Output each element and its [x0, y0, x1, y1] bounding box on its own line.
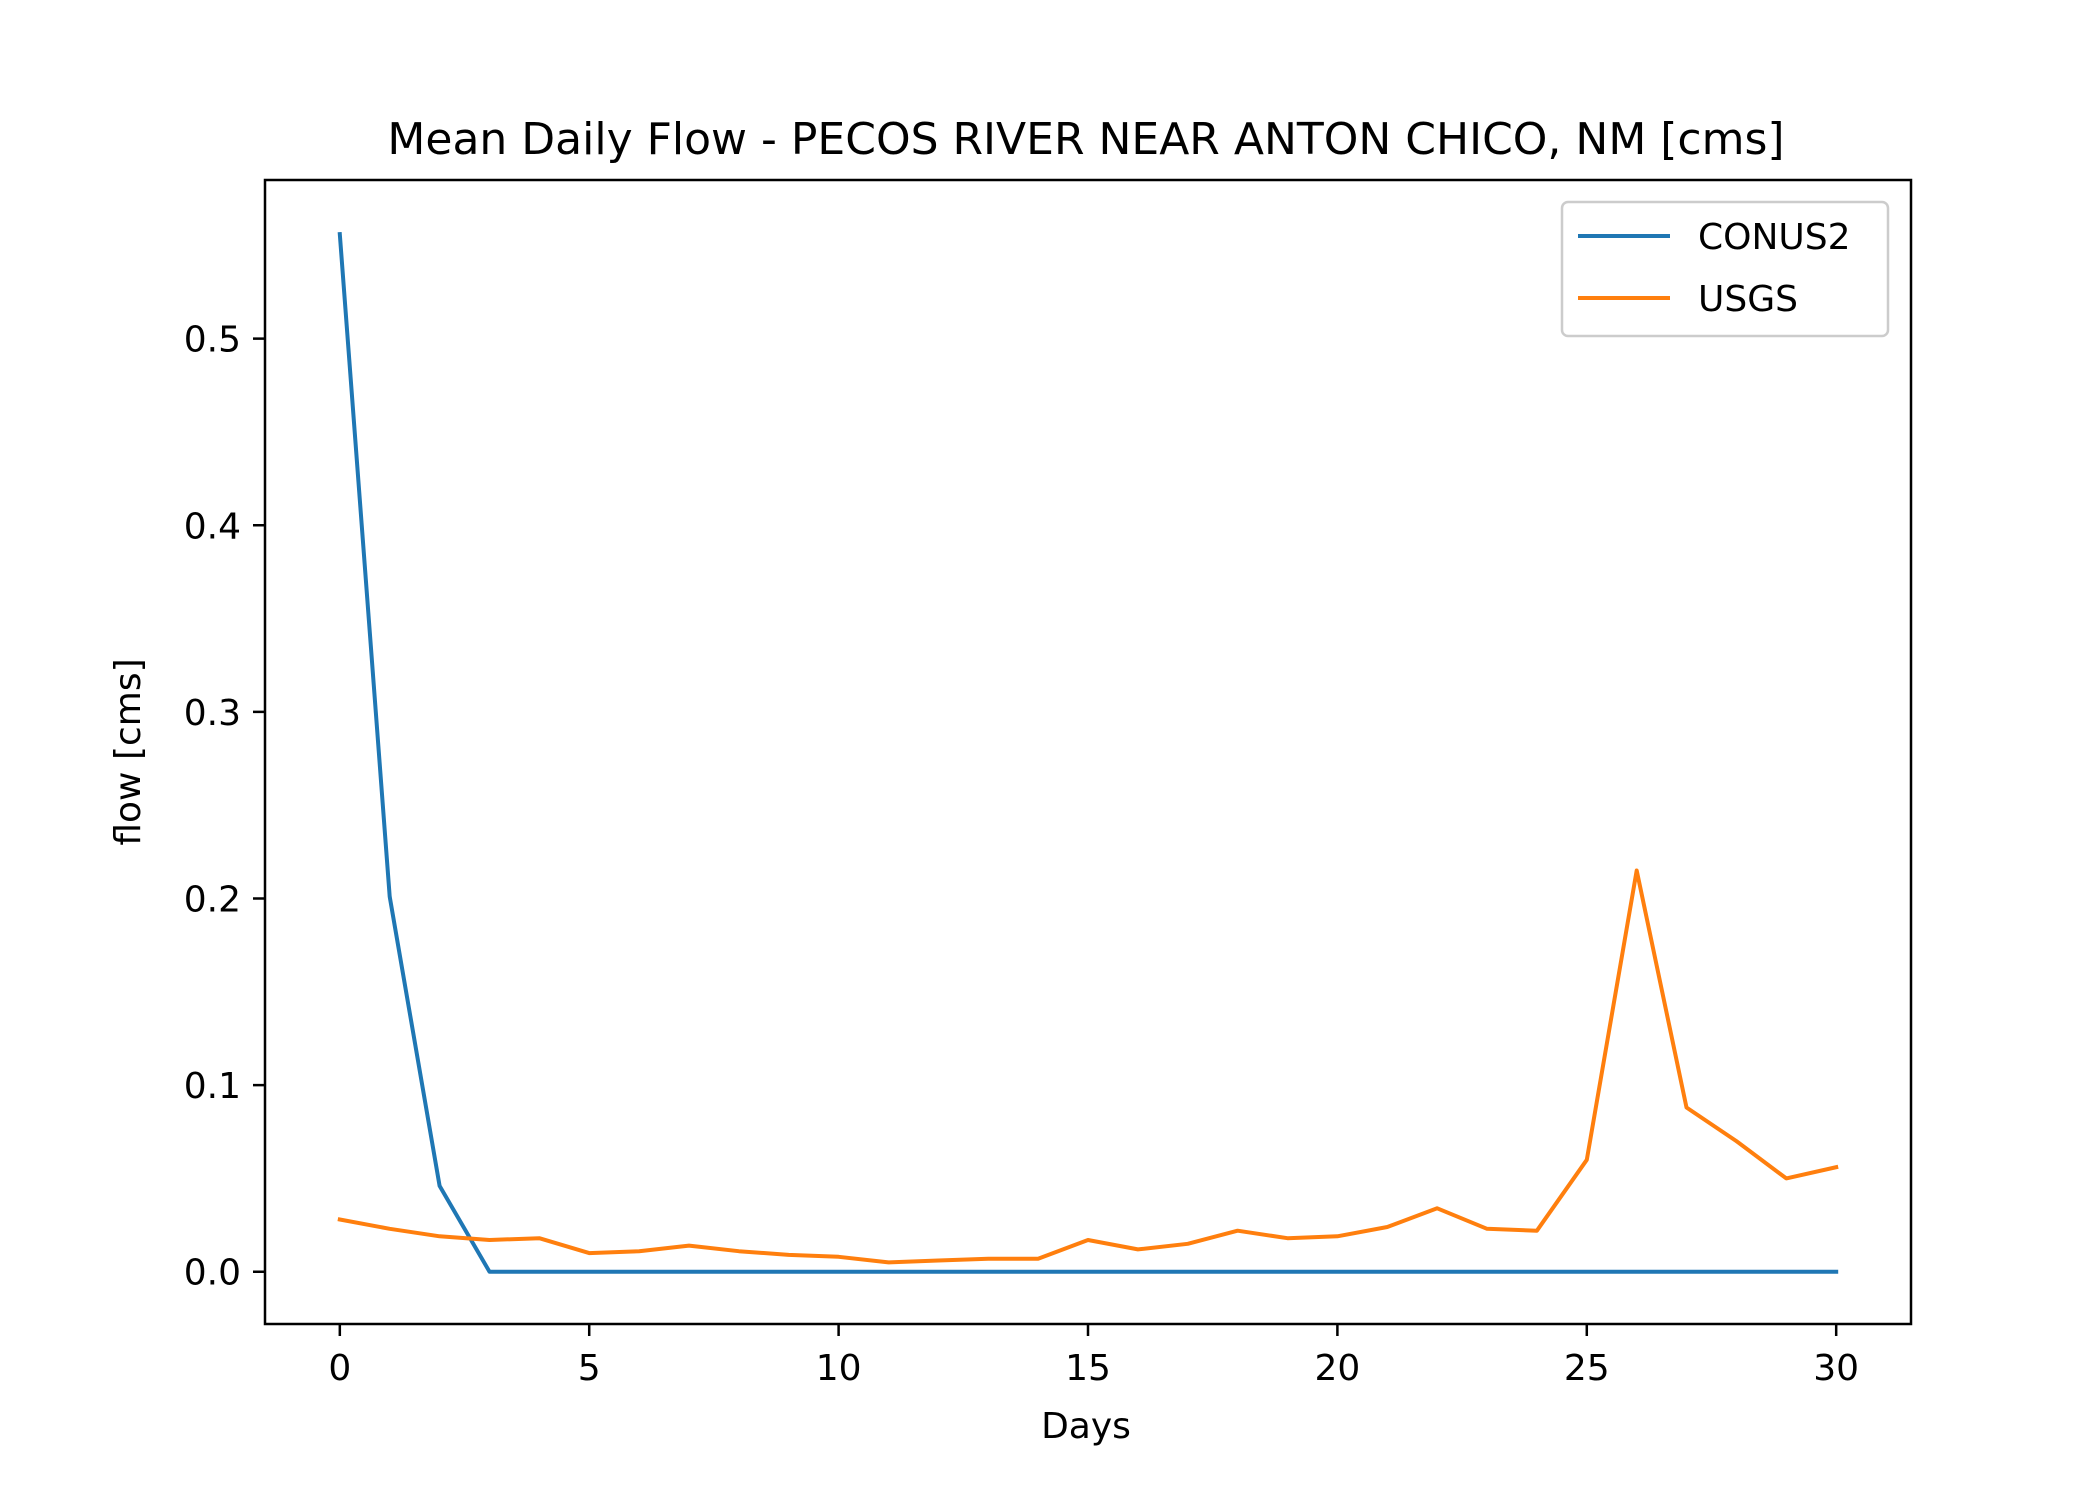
y-tick-label: 0.1 — [184, 1066, 241, 1107]
y-axis-label: flow [cms] — [108, 658, 149, 845]
x-tick-label: 0 — [328, 1348, 351, 1389]
y-tick-label: 0.4 — [184, 506, 241, 547]
x-tick-label: 25 — [1564, 1348, 1610, 1389]
plot-area — [337, 231, 1839, 1274]
y-tick-label: 0.0 — [184, 1253, 241, 1294]
x-tick-label: 20 — [1314, 1348, 1360, 1389]
x-axis: 0 5 10 15 20 25 30 — [328, 1324, 1859, 1389]
y-tick-label: 0.2 — [184, 879, 241, 920]
y-axis: 0.0 0.1 0.2 0.3 0.4 0.5 — [184, 320, 265, 1294]
legend-label-usgs: USGS — [1698, 279, 1798, 320]
chart-title: Mean Daily Flow - PECOS RIVER NEAR ANTON… — [387, 114, 1784, 165]
x-axis-label: Days — [1041, 1406, 1131, 1447]
x-tick-label: 10 — [816, 1348, 862, 1389]
legend: CONUS2 USGS — [1560, 200, 1890, 338]
x-tick-label: 5 — [578, 1348, 601, 1389]
y-tick-label: 0.3 — [184, 693, 241, 734]
y-tick-label: 0.5 — [184, 320, 241, 361]
x-tick-label: 15 — [1065, 1348, 1111, 1389]
legend-label-conus2: CONUS2 — [1698, 217, 1851, 258]
x-tick-label: 30 — [1813, 1348, 1859, 1389]
